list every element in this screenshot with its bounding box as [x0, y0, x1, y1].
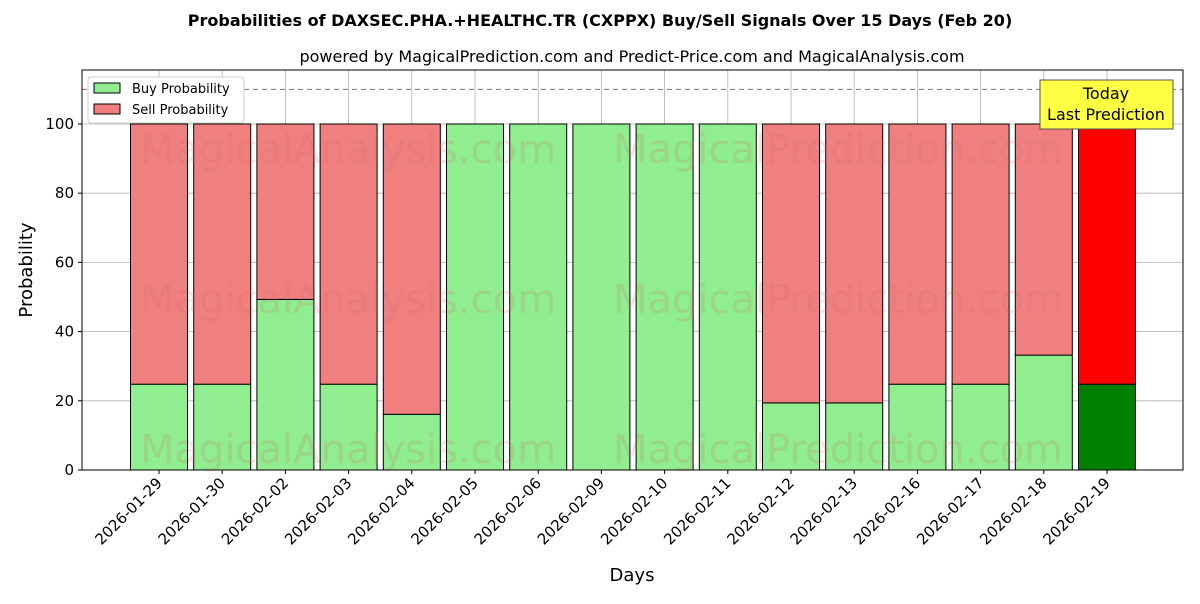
x-tick-label: 2026-02-11 [660, 474, 734, 548]
x-tick-label: 2026-01-30 [155, 474, 229, 548]
chart-subtitle: powered by MagicalPrediction.com and Pre… [299, 47, 964, 66]
buy-bar [572, 123, 631, 471]
watermark: MagicalPrediction.com [613, 127, 1063, 173]
sell-bar [762, 123, 820, 404]
buy-bar [256, 298, 315, 471]
today-annotation: Today Last Prediction [1039, 79, 1174, 130]
chart-title: Probabilities of DAXSEC.PHA.+HEALTHC.TR … [188, 11, 1013, 30]
sell-bar [825, 123, 884, 404]
x-tick-label: 2026-02-03 [281, 474, 355, 548]
annotation-line1: Today [1082, 84, 1129, 103]
legend-swatch-sell [93, 103, 121, 115]
x-tick-label: 2026-02-06 [471, 474, 545, 548]
annotation-line2: Last Prediction [1047, 105, 1165, 124]
sell-bar [193, 123, 252, 385]
x-tick-label: 2026-02-19 [1039, 474, 1113, 548]
y-axis-label: Probability [16, 222, 37, 317]
x-tick-label: 2026-02-12 [723, 474, 797, 548]
buy-bar [635, 123, 694, 471]
y-tick-label: 40 [55, 323, 74, 341]
buy-bar [319, 383, 378, 471]
sell-bar [130, 123, 188, 385]
buy-bar [193, 383, 252, 471]
watermark: MagicalPrediction.com [613, 277, 1063, 323]
watermark: MagicalAnalysis.com [140, 427, 556, 473]
x-tick-label: 2026-02-09 [534, 474, 608, 548]
x-axis-label: Days [610, 565, 655, 586]
x-tick-label: 2026-02-05 [407, 474, 481, 548]
x-tick-label: 2026-02-17 [913, 474, 987, 548]
y-tick-label: 60 [55, 253, 74, 271]
x-tick-label: 2026-02-16 [850, 474, 924, 548]
sell-bar [1078, 123, 1136, 385]
buy-bar [1014, 354, 1073, 471]
x-tick-label: 2026-02-02 [218, 474, 292, 548]
x-tick-label: 2026-01-29 [91, 474, 165, 548]
buy-bar [951, 383, 1010, 471]
x-tick-label: 2026-02-13 [787, 474, 861, 548]
sell-bar [951, 123, 1010, 385]
x-tick-label: 2026-02-18 [976, 474, 1050, 548]
watermark: MagicalAnalysis.com [140, 277, 556, 323]
legend-label-buy: Buy Probability [132, 82, 230, 97]
buy-bar [382, 413, 441, 471]
sell-bar [256, 123, 315, 300]
legend: Buy Probability Sell Probability [87, 76, 245, 124]
watermark: MagicalPrediction.com [613, 427, 1063, 473]
sell-bar [888, 123, 947, 385]
y-tick-label: 100 [45, 115, 74, 133]
sell-bar [319, 123, 378, 385]
watermark: MagicalAnalysis.com [140, 127, 556, 173]
legend-swatch-buy [93, 82, 121, 94]
sell-bar [382, 123, 441, 415]
y-tick-label: 20 [55, 392, 74, 410]
y-tick-label: 0 [64, 461, 74, 479]
buy-bar [1078, 383, 1136, 471]
x-tick-label: 2026-02-04 [344, 474, 418, 548]
legend-label-sell: Sell Probability [132, 103, 229, 118]
y-tick-label: 80 [55, 184, 74, 202]
sell-bar [1014, 123, 1073, 356]
x-tick-label: 2026-02-10 [597, 474, 671, 548]
plot-frame [81, 69, 1184, 471]
buy-bar [130, 383, 188, 471]
